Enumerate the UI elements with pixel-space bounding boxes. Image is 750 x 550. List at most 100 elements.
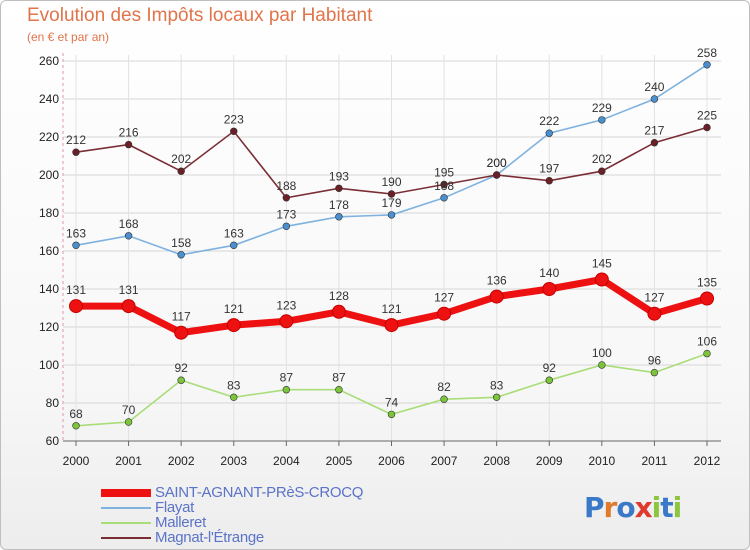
x-tick-label: 2007 <box>431 454 458 468</box>
data-point <box>703 123 711 132</box>
data-label: 202 <box>171 152 191 166</box>
data-label: 225 <box>697 109 717 123</box>
data-point <box>279 314 294 329</box>
data-point <box>124 418 133 426</box>
x-tick-label: 2006 <box>378 454 405 468</box>
legend-label: Magnat-l'Étrange <box>155 529 264 546</box>
data-point <box>492 393 501 401</box>
data-point <box>177 167 185 175</box>
data-label: 163 <box>66 226 86 240</box>
data-label: 188 <box>276 179 296 193</box>
y-tick-label: 200 <box>39 168 59 182</box>
data-point <box>598 361 606 369</box>
data-label: 121 <box>224 302 244 316</box>
data-point <box>594 272 609 287</box>
data-label: 74 <box>385 395 399 409</box>
data-label: 190 <box>381 175 401 189</box>
data-label: 222 <box>539 114 559 128</box>
x-tick-label: 2012 <box>694 454 721 468</box>
data-label: 200 <box>487 156 507 170</box>
x-tick-label: 2005 <box>326 454 353 468</box>
logo-letter: i <box>672 491 683 524</box>
data-label: 135 <box>697 276 717 290</box>
data-point <box>69 299 83 314</box>
legend-swatch <box>101 522 151 524</box>
data-label: 158 <box>171 236 191 250</box>
legend-swatch <box>101 537 151 539</box>
series-lines <box>69 61 714 430</box>
data-label: 117 <box>172 310 191 324</box>
data-point <box>335 213 343 221</box>
data-point <box>230 241 238 250</box>
data-point <box>650 139 659 147</box>
data-point <box>282 222 291 231</box>
data-point <box>387 410 396 419</box>
data-point <box>387 190 396 198</box>
data-label: 168 <box>119 217 139 231</box>
data-point <box>226 318 241 333</box>
data-label: 92 <box>174 361 188 375</box>
data-point <box>384 318 399 333</box>
data-point <box>282 194 291 202</box>
data-point <box>335 184 343 193</box>
data-point <box>703 61 711 69</box>
data-label: 87 <box>280 371 294 385</box>
legend-label: Malleret <box>155 514 206 531</box>
x-tick-label: 2011 <box>642 454 668 468</box>
data-labels: 68 70 92 83 87 87 74 82 83 92 100 96 106 163 168 158 163… <box>66 46 717 421</box>
data-point <box>650 95 659 103</box>
data-label: 123 <box>276 298 296 312</box>
legend-label: Flayat <box>155 499 195 516</box>
data-point <box>440 180 448 189</box>
data-label: 140 <box>539 266 559 280</box>
data-point <box>282 386 291 394</box>
data-label: 188 <box>434 179 454 193</box>
x-tick-label: 2003 <box>220 454 247 468</box>
data-point <box>335 386 343 394</box>
data-label: 223 <box>224 112 244 126</box>
data-label: 216 <box>119 126 139 140</box>
data-point <box>230 127 238 136</box>
data-point <box>387 211 396 219</box>
y-tick-label: 220 <box>39 130 59 144</box>
data-label: 127 <box>644 291 664 305</box>
data-label: 217 <box>644 124 664 138</box>
logo-letter: i <box>651 491 662 524</box>
data-point <box>230 393 238 401</box>
data-point <box>650 368 659 377</box>
data-label: 70 <box>122 403 136 417</box>
data-label: 195 <box>434 166 454 180</box>
y-tick-label: 240 <box>39 92 59 106</box>
logo-letter: r <box>603 491 618 524</box>
data-label: 178 <box>329 198 349 212</box>
legend-swatch <box>101 489 151 497</box>
data-label: 121 <box>381 302 401 316</box>
logo-letter: P <box>584 491 605 524</box>
data-label: 127 <box>434 291 454 305</box>
data-point <box>124 140 133 149</box>
data-point <box>72 241 80 250</box>
data-label: 202 <box>592 152 612 166</box>
data-point <box>331 304 346 319</box>
legend-label: SAINT-AGNANT-PRèS-CROCQ <box>155 484 364 501</box>
data-point <box>700 291 714 306</box>
data-label: 145 <box>592 257 612 271</box>
data-label: 240 <box>644 80 664 94</box>
data-label: 68 <box>69 407 83 421</box>
y-tick-label: 100 <box>39 358 59 372</box>
data-label: 83 <box>490 378 504 392</box>
data-point <box>542 282 557 296</box>
data-point <box>545 376 553 384</box>
data-point <box>545 177 553 185</box>
chart-subtitle: (en € et par an) <box>27 30 110 44</box>
data-label: 197 <box>539 162 559 176</box>
data-point <box>72 422 80 430</box>
data-label: 87 <box>332 371 346 385</box>
data-label: 92 <box>543 361 557 375</box>
data-label: 179 <box>381 196 401 210</box>
logo-letter: o <box>616 491 635 524</box>
data-label: 131 <box>119 283 139 297</box>
